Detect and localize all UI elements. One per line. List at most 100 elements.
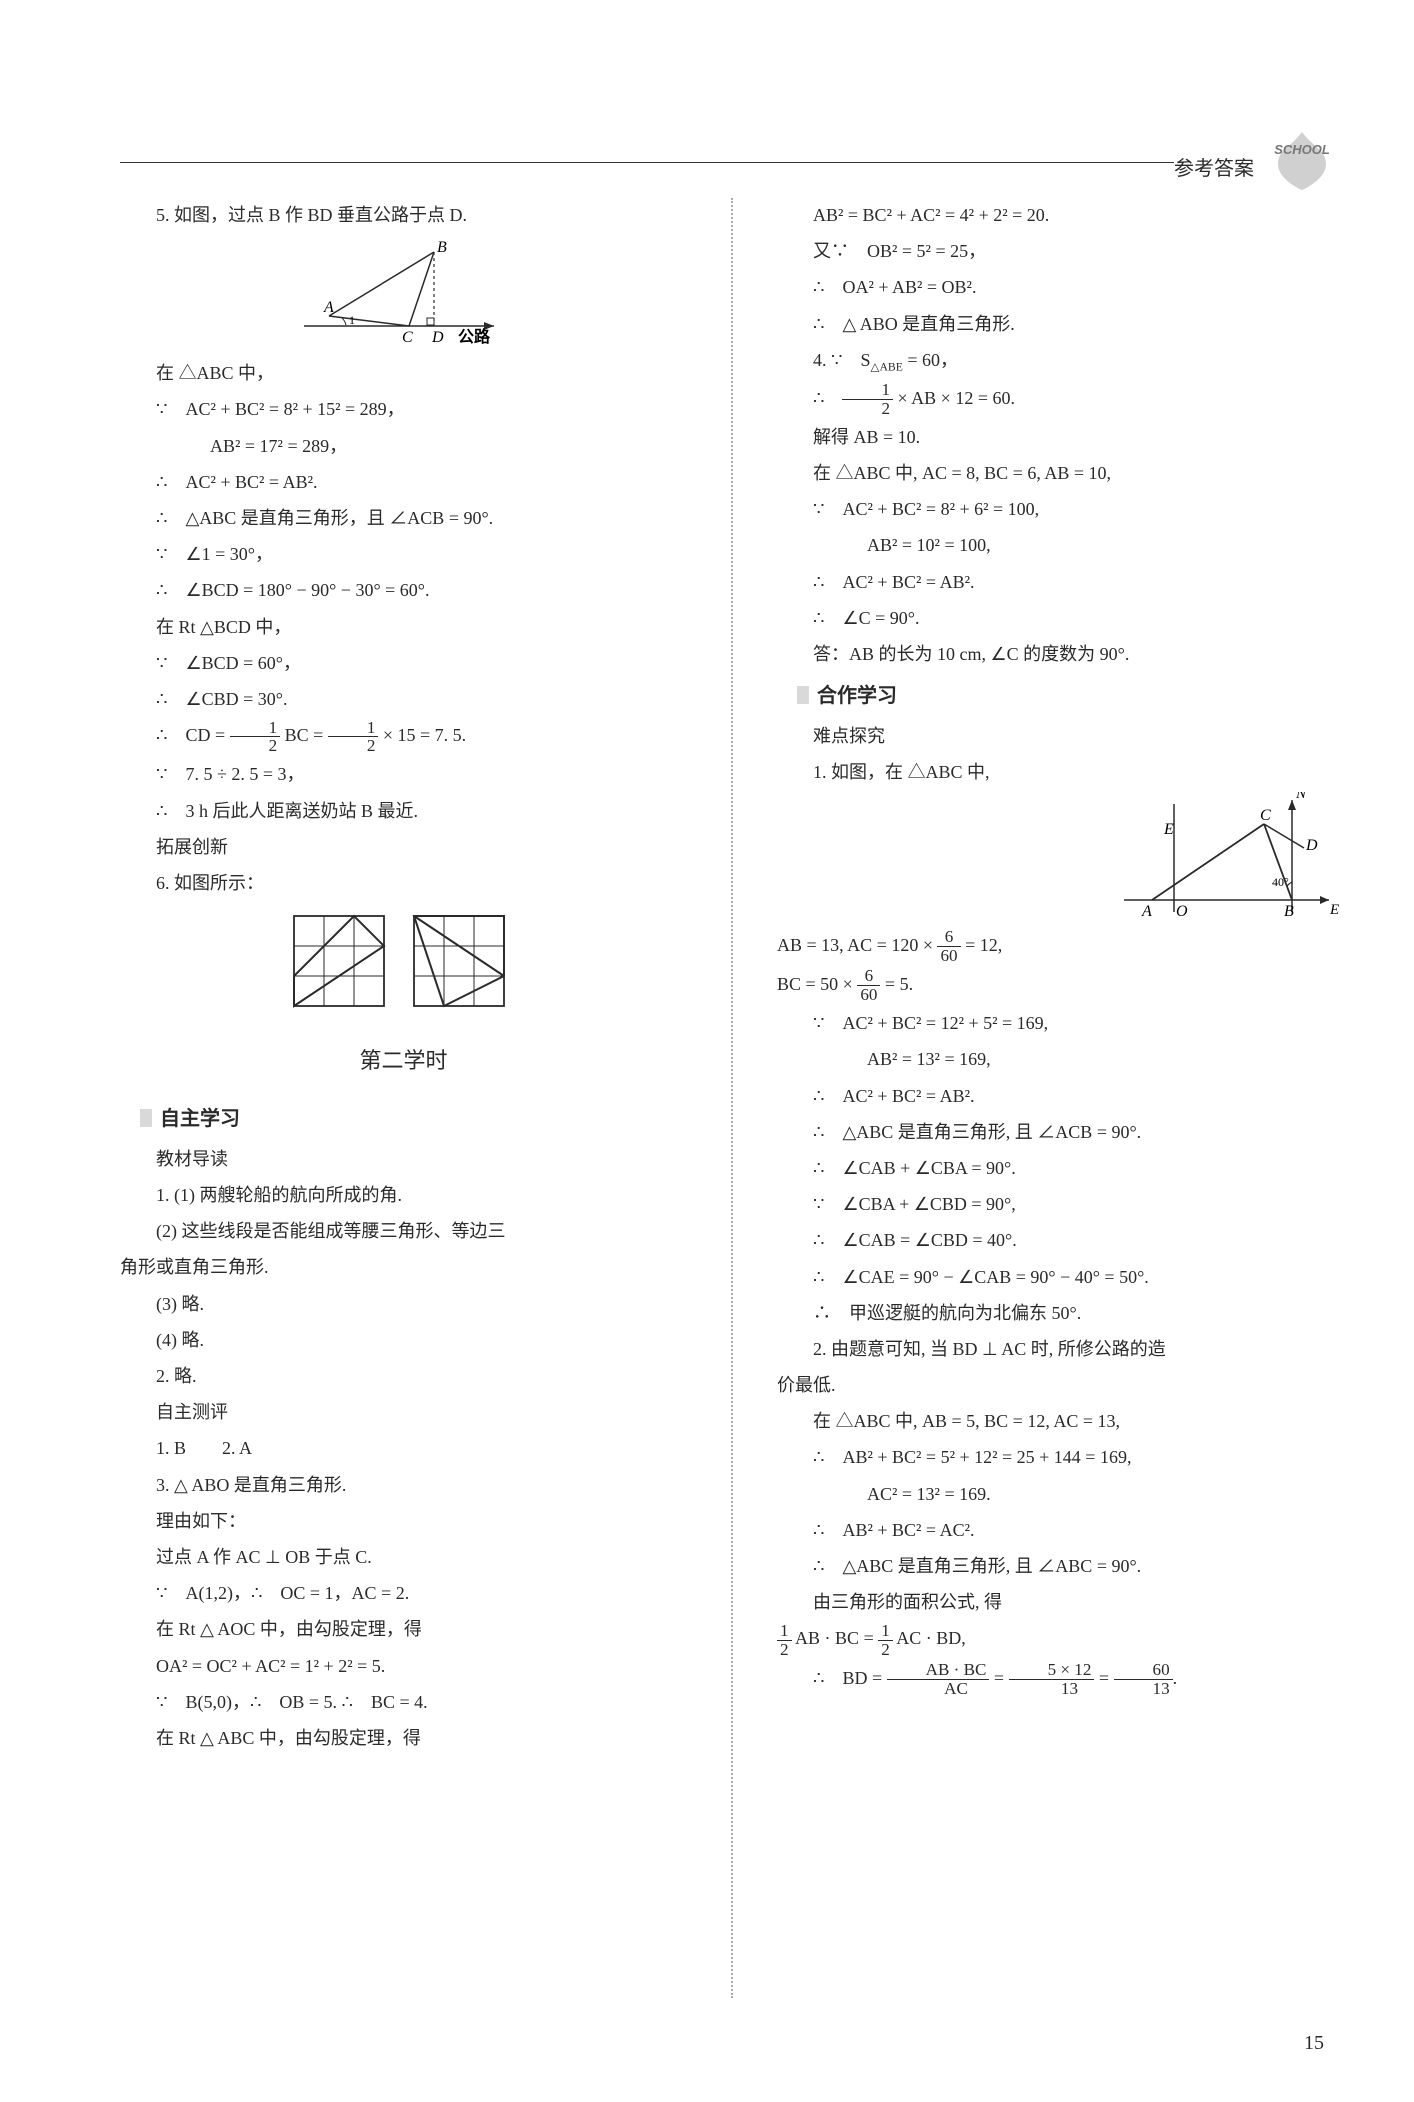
r15-frac: 660 [937, 928, 960, 965]
l14: 6. 如图所示： [120, 866, 687, 900]
r34-f2: 5 × 1213 [1009, 1661, 1095, 1698]
q1-2a: (2) 这些线段是否能组成等腰三角形、等边三 [120, 1214, 687, 1248]
l13: ∴ 3 h 后此人距离送奶站 B 最近. [120, 794, 687, 828]
r19: ∴ AC² + BC² = AB². [777, 1079, 1344, 1113]
r4: ∴ △ ABO 是直角三角形. [777, 307, 1344, 341]
l11a: ∴ CD = [156, 725, 230, 745]
r34: ∴ BD = AB · BCAC = 5 × 1213 = 6013. [777, 1661, 1344, 1698]
r6-frac: 12 [842, 381, 893, 418]
r17: ∵ AC² + BC² = 12² + 5² = 169, [777, 1006, 1344, 1040]
r2: 又∵ OB² = 5² = 25， [777, 234, 1344, 268]
q3c: 过点 A 作 AC ⊥ OB 于点 C. [120, 1540, 687, 1574]
l1: 在 △ABC 中， [120, 356, 687, 390]
r21: ∴ ∠CAB + ∠CBA = 90°. [777, 1151, 1344, 1185]
q3a: 3. △ ABO 是直角三角形. [120, 1468, 687, 1502]
l11b: BC = [280, 725, 328, 745]
svg-text:E: E [1329, 902, 1339, 918]
l11: ∴ CD = 12 BC = 12 × 15 = 7. 5. [120, 718, 687, 755]
q3f: OA² = OC² + AC² = 1² + 2² = 5. [120, 1649, 687, 1683]
r10: AB² = 10² = 100, [777, 528, 1344, 562]
fig1-B: B [437, 239, 447, 256]
r24: ∴ ∠CAE = 90° − ∠CAB = 90° − 40° = 50°. [777, 1260, 1344, 1294]
svg-text:B: B [1284, 903, 1294, 920]
r23: ∴ ∠CAB = ∠CBD = 40°. [777, 1223, 1344, 1257]
l2: ∵ AC² + BC² = 8² + 15² = 289， [120, 392, 687, 426]
q1-1: 1. (1) 两艘轮船的航向所成的角. [120, 1178, 687, 1212]
r20: ∴ △ABC 是直角三角形, 且 ∠ACB = 90°. [777, 1115, 1344, 1149]
zizhuceping: 自主测评 [120, 1395, 687, 1429]
svg-text:N: N [1295, 792, 1307, 802]
l3: AB² = 17² = 289， [120, 429, 687, 463]
ans12: 1. B 2. A [120, 1431, 687, 1465]
header-rule [120, 162, 1174, 163]
q1-3: (3) 略. [120, 1287, 687, 1321]
figure-compass-triangle: N E A O B C D E 40° [1104, 792, 1344, 922]
r33-f1: 12 [777, 1622, 792, 1659]
r28: ∴ AB² + BC² = 5² + 12² = 25 + 144 = 169, [777, 1440, 1344, 1474]
r26b: 价最低. [777, 1368, 1344, 1402]
r34-f1: AB · BCAC [887, 1661, 990, 1698]
q2: 2. 略. [120, 1359, 687, 1393]
column-divider [731, 198, 733, 1998]
svg-text:O: O [1176, 903, 1188, 920]
l5: ∴ △ABC 是直角三角形，且 ∠ACB = 90°. [120, 501, 687, 535]
fig1-angle1: 1 [349, 313, 355, 327]
l11-frac2: 12 [328, 719, 379, 756]
r16: BC = 50 × 660 = 5. [777, 967, 1344, 1004]
r27: 在 △ABC 中, AB = 5, BC = 12, AC = 13, [777, 1404, 1344, 1438]
q3d: ∵ A(1,2)，∴ OC = 1，AC = 2. [120, 1576, 687, 1610]
svg-text:D: D [1305, 837, 1318, 854]
r13: 答：AB 的长为 10 cm, ∠C 的度数为 90°. [777, 637, 1344, 671]
svg-text:40°: 40° [1272, 875, 1289, 889]
r34-f3: 6013 [1114, 1661, 1173, 1698]
content-columns: 5. 如图，过点 B 作 BD 垂直公路于点 D. A B C D 1 公路 在… [120, 198, 1344, 1998]
r26a: 2. 由题意可知, 当 BD ⊥ AC 时, 所修公路的造 [777, 1332, 1344, 1366]
l6: ∵ ∠1 = 30°， [120, 537, 687, 571]
r25: ∴ 甲巡逻艇的航向为北偏东 50°. [777, 1296, 1344, 1330]
fig1-D: D [431, 329, 444, 346]
r9: ∵ AC² + BC² = 8² + 6² = 100, [777, 492, 1344, 526]
q3e: 在 Rt △ AOC 中，由勾股定理，得 [120, 1612, 687, 1646]
fig1-C: C [402, 329, 413, 346]
fig1-A: A [323, 299, 334, 316]
header-label: 参考答案 [1174, 150, 1254, 188]
svg-text:A: A [1141, 903, 1152, 920]
section-hezuo: 合作学习 [777, 677, 1344, 715]
r14: 1. 如图，在 △ABC 中, [777, 755, 1344, 789]
r12: ∴ ∠C = 90°. [777, 601, 1344, 635]
l10: ∴ ∠CBD = 30°. [120, 682, 687, 716]
r32: 由三角形的面积公式, 得 [777, 1585, 1344, 1619]
r30: ∴ AB² + BC² = AC². [777, 1513, 1344, 1547]
r22: ∵ ∠CBA + ∠CBD = 90°, [777, 1187, 1344, 1221]
tuozhan: 拓展创新 [120, 830, 687, 864]
svg-text:C: C [1260, 807, 1271, 824]
r18: AB² = 13² = 169, [777, 1042, 1344, 1076]
r29: AC² = 13² = 169. [777, 1477, 1344, 1511]
q3g: ∵ B(5,0)，∴ OB = 5. ∴ BC = 4. [120, 1685, 687, 1719]
page-number: 15 [1304, 2024, 1324, 2062]
r15: AB = 13, AC = 120 × 660 = 12, [777, 928, 1344, 965]
period-title: 第二学时 [120, 1040, 687, 1082]
p5-intro: 5. 如图，过点 B 作 BD 垂直公路于点 D. [120, 198, 687, 232]
l11-frac1: 12 [230, 719, 281, 756]
r31: ∴ △ABC 是直角三角形, 且 ∠ABC = 90°. [777, 1549, 1344, 1583]
jiaocai: 教材导读 [120, 1142, 687, 1176]
section-bar-icon [140, 1109, 152, 1127]
section-bar-icon-2 [797, 686, 809, 704]
q1-4: (4) 略. [120, 1323, 687, 1357]
r11: ∴ AC² + BC² = AB². [777, 565, 1344, 599]
r5: 4. ∵ S△ABE = 60， [777, 343, 1344, 379]
r33: 12 AB · BC = 12 AC · BD, [777, 1621, 1344, 1658]
fig1-road: 公路 [458, 327, 491, 346]
l11c: × 15 = 7. 5. [378, 725, 466, 745]
r8: 在 △ABC 中, AC = 8, BC = 6, AB = 10, [777, 456, 1344, 490]
r7: 解得 AB = 10. [777, 420, 1344, 454]
figure-triangle-road: A B C D 1 公路 [294, 238, 514, 348]
r3: ∴ OA² + AB² = OB². [777, 270, 1344, 304]
right-column: AB² = BC² + AC² = 4² + 2² = 20. 又∵ OB² =… [763, 198, 1344, 1998]
l12: ∵ 7. 5 ÷ 2. 5 = 3， [120, 757, 687, 791]
l8: 在 Rt △BCD 中， [120, 610, 687, 644]
nandian: 难点探究 [777, 719, 1344, 753]
left-column: 5. 如图，过点 B 作 BD 垂直公路于点 D. A B C D 1 公路 在… [120, 198, 701, 1998]
q3h: 在 Rt △ ABC 中，由勾股定理，得 [120, 1721, 687, 1755]
